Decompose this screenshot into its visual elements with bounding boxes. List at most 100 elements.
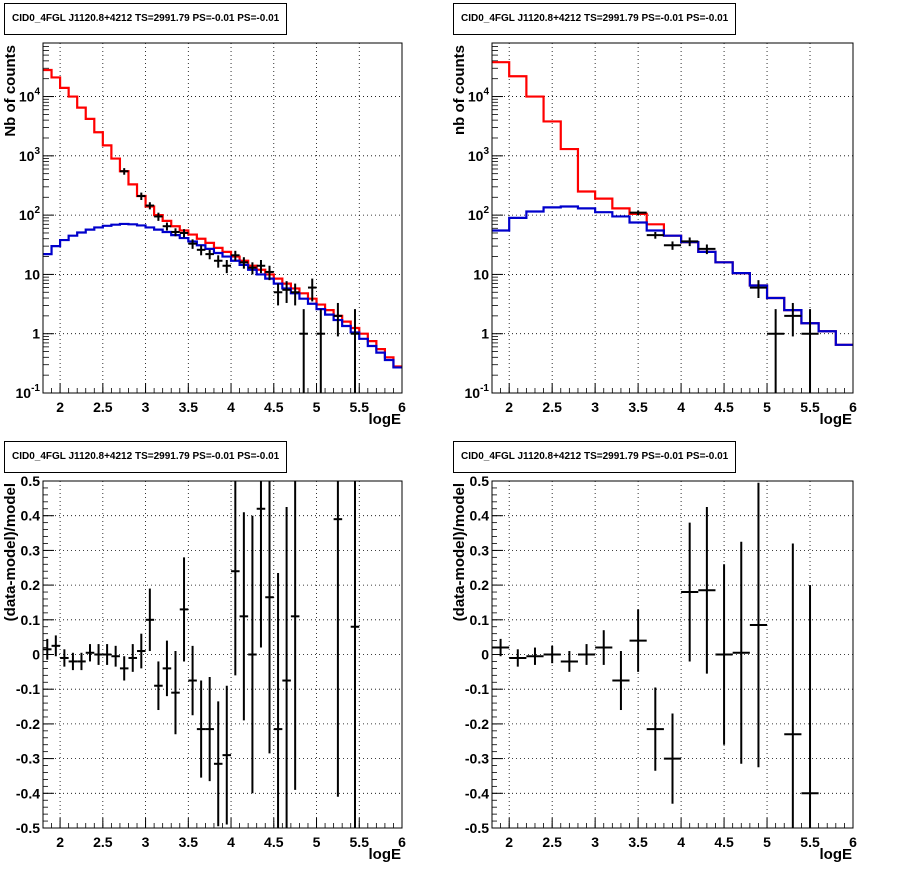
data-point: [137, 192, 146, 200]
x-tick-label: 3: [591, 399, 599, 415]
y-tick-label: 103: [19, 146, 41, 164]
y-tick-label: 0: [32, 647, 40, 663]
data-point: [137, 633, 146, 669]
data-point: [43, 638, 52, 660]
y-tick-label: 0.5: [21, 473, 41, 489]
x-tick-label: 2: [56, 834, 64, 850]
y-tick-label: 103: [468, 146, 490, 164]
y-axis-label: Nb of counts: [2, 45, 19, 137]
y-tick-label: 1: [32, 326, 40, 342]
y-tick-label: 0.2: [21, 577, 41, 593]
plot-area: [492, 43, 853, 393]
x-tick-label: 4.5: [714, 399, 734, 415]
data-point: [239, 512, 249, 721]
plot-1: 2 2.5 3 3.5 4 4.5 5 5.5 6 10-1 1 10 102 103 104 logE Nb …: [2, 42, 406, 428]
x-tick-label: 2.5: [542, 834, 562, 850]
x-tick-label: 6: [849, 834, 857, 850]
svg-text:-0.1: -0.1: [16, 681, 40, 697]
data-point: [715, 564, 733, 745]
svg-text:-0.4: -0.4: [16, 785, 40, 801]
data-point: [698, 244, 716, 255]
data-point: [119, 656, 129, 681]
x-tick-label: 3.5: [179, 399, 199, 415]
svg-text:-0.2: -0.2: [16, 716, 40, 732]
y-tick-label: 10-1: [465, 383, 490, 401]
svg-text:0.1: 0.1: [470, 612, 490, 628]
data-point: [629, 609, 647, 672]
plot-data: [43, 481, 360, 828]
data-point: [681, 237, 699, 247]
data-point: [196, 680, 206, 778]
svg-text:0.3: 0.3: [21, 542, 41, 558]
data-point: [162, 640, 172, 697]
x-tick-label: 5.5: [800, 834, 820, 850]
data-point: [784, 302, 802, 337]
x-tick-label: 5: [313, 834, 321, 850]
data-point: [213, 255, 223, 268]
data-point: [179, 557, 189, 662]
data-point: [273, 283, 283, 306]
y-tick-label: 0.5: [470, 473, 490, 489]
y-tick-label: 0: [481, 647, 489, 663]
data-point: [239, 257, 249, 269]
svg-text:0.4: 0.4: [470, 508, 490, 524]
data-point: [681, 522, 699, 662]
data-point: [77, 652, 86, 671]
data-point: [256, 260, 266, 274]
data-point: [188, 239, 197, 249]
y-tick-label: -0.3: [16, 751, 40, 767]
data-point: [646, 231, 664, 239]
data-point: [526, 647, 544, 665]
data-point: [333, 302, 343, 337]
data-point: [265, 265, 274, 281]
data-point: [179, 229, 189, 238]
y-tick-label: 0.3: [470, 542, 490, 558]
data-point: [350, 481, 360, 828]
data-point: [205, 677, 214, 782]
plot-frame: [42, 480, 403, 829]
data-point: [492, 638, 510, 657]
data-point: [196, 245, 206, 256]
data-point: [60, 649, 69, 667]
x-tick-label: 2.5: [542, 399, 562, 415]
svg-text:10: 10: [24, 266, 40, 282]
svg-text:0.3: 0.3: [470, 542, 490, 558]
data-point: [256, 481, 266, 648]
y-tick-label: -0.2: [465, 716, 489, 732]
x-tick-label: 3.5: [179, 834, 199, 850]
svg-text:102: 102: [19, 205, 41, 223]
y-tick-label: 1: [481, 326, 489, 342]
data-point: [560, 651, 578, 672]
data-point: [299, 309, 308, 393]
data-point: [145, 588, 155, 652]
data-point: [231, 481, 240, 676]
data-point: [213, 701, 223, 827]
y-tick-label: 0.1: [21, 612, 41, 628]
plot-data: [492, 61, 853, 393]
y-tick-label: -0.4: [465, 785, 489, 801]
y-tick-label: 0.3: [21, 542, 41, 558]
data-point: [767, 309, 785, 393]
data-point: [577, 644, 596, 665]
data-point: [629, 210, 647, 216]
data-point: [290, 283, 300, 306]
plot-2: 2 2.5 3 3.5 4 4.5 5 5.5 6 10-1 1 10 102 103 104 logE nb …: [451, 42, 857, 428]
y-axis-label: (data-model)/model: [451, 483, 468, 621]
data-point: [171, 651, 180, 735]
svg-text:104: 104: [468, 87, 490, 105]
data-point: [154, 661, 163, 711]
x-tick-label: 2.5: [93, 834, 113, 850]
data-point: [68, 652, 78, 671]
y-tick-label: 104: [19, 87, 41, 105]
x-axis-label: logE: [820, 411, 853, 428]
svg-text:104: 104: [19, 87, 41, 105]
data-point: [333, 481, 343, 797]
data-point: [663, 241, 682, 250]
svg-text:10: 10: [473, 266, 489, 282]
x-tick-label: 4: [227, 399, 235, 415]
svg-text:0.2: 0.2: [470, 577, 490, 593]
x-tick-label: 4: [677, 399, 685, 415]
plot-3: 2 2.5 3 3.5 4 4.5 5 5.5 6 -0.5 -0.4 -0.3 -0.2 -0.1 0 0.…: [2, 473, 406, 863]
x-axis-label: logE: [820, 846, 853, 863]
data-point: [111, 645, 120, 667]
